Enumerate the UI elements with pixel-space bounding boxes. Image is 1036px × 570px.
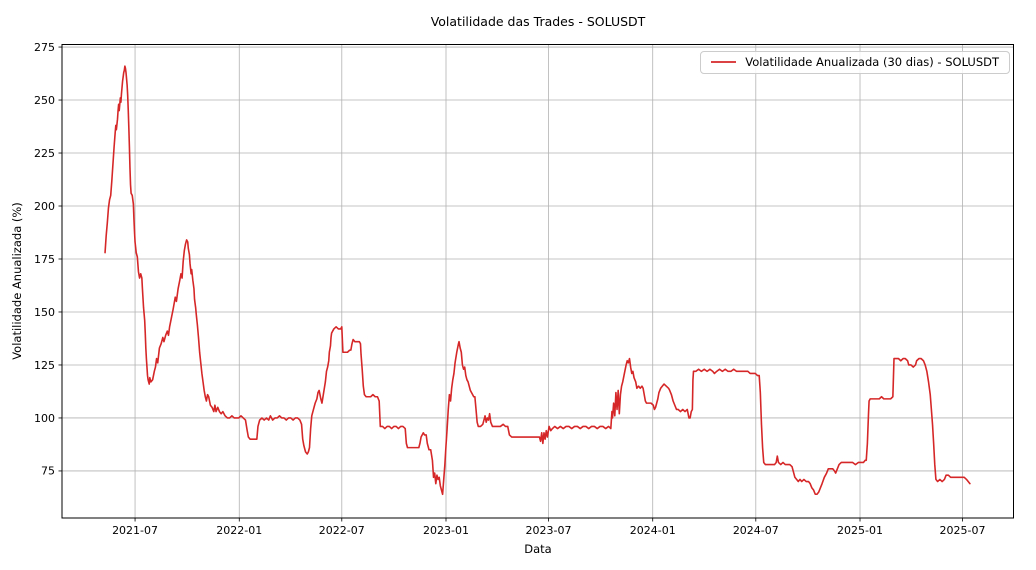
y-tick-label: 100	[34, 412, 55, 425]
y-tick-label: 150	[34, 306, 55, 319]
x-tick-label: 2024-01	[630, 524, 676, 537]
y-tick-label: 125	[34, 359, 55, 372]
x-tick-label: 2023-07	[526, 524, 572, 537]
y-tick-label: 275	[34, 41, 55, 54]
axes-border	[61, 44, 1014, 519]
volatility-line	[104, 65, 971, 496]
x-tick-label: 2021-07	[112, 524, 158, 537]
y-tick-label: 175	[34, 253, 55, 266]
y-tick-label: 200	[34, 200, 55, 213]
legend: Volatilidade Anualizada (30 dias) - SOLU…	[700, 51, 1010, 74]
tick-marks	[58, 46, 963, 522]
x-axis-label: Data	[524, 542, 552, 556]
legend-label: Volatilidade Anualizada (30 dias) - SOLU…	[745, 55, 999, 69]
x-tick-label: 2022-07	[319, 524, 365, 537]
x-tick-label: 2024-07	[733, 524, 779, 537]
y-tick-label: 75	[41, 465, 55, 478]
chart-title: Volatilidade das Trades - SOLUSDT	[430, 14, 646, 29]
legend-line-swatch	[711, 61, 737, 63]
x-tick-label: 2025-07	[940, 524, 986, 537]
grid-lines	[62, 44, 1014, 518]
y-tick-label: 225	[34, 147, 55, 160]
tick-labels: 2021-07 2022-01 2022-07 2023-01 2023-07 2024-…	[34, 41, 986, 537]
x-tick-label: 2022-01	[216, 524, 262, 537]
y-tick-label: 250	[34, 94, 55, 107]
x-tick-label: 2023-01	[423, 524, 469, 537]
x-tick-label: 2025-01	[837, 524, 883, 537]
